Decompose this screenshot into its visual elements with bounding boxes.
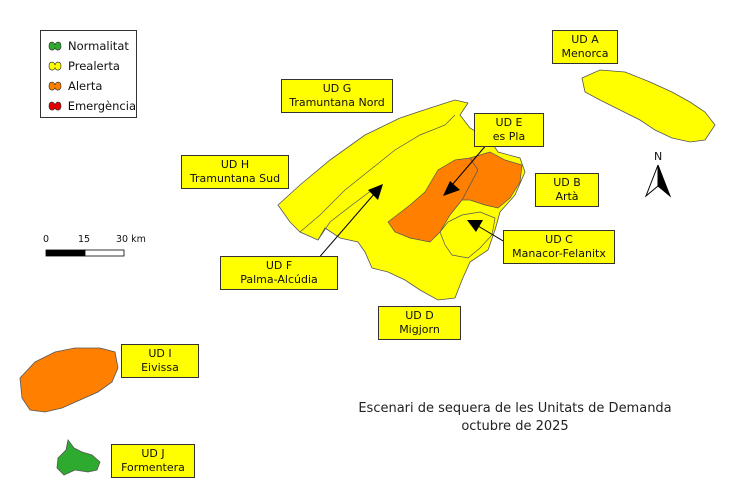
ud-b-name: Artà (555, 190, 579, 203)
ud-g-name: Tramuntana Nord (289, 96, 385, 109)
ud-a-name: Menorca (561, 47, 609, 60)
ud-e-arrowhead (443, 181, 460, 196)
scale-bar-black (45, 249, 86, 257)
legend-item: Emergència (47, 96, 136, 116)
legend-item: Normalitat (47, 36, 136, 56)
ud-d-name: Migjorn (399, 323, 440, 336)
ud-g-label: UD G Tramuntana Nord (281, 79, 393, 113)
ud-f-arrowhead (368, 184, 383, 200)
legend-item: Prealerta (47, 56, 136, 76)
ud-b-code: UD B (553, 176, 581, 189)
legend-label: Normalitat (68, 39, 129, 53)
legend-label: Prealerta (68, 59, 120, 73)
north-arrow-label: N (654, 150, 663, 163)
legend-swatch-icon (48, 61, 62, 71)
legend-label: Alerta (68, 79, 103, 93)
ud-f-code: UD F (265, 259, 293, 272)
formentera-island (56, 439, 101, 476)
ud-e-label: UD E es Pla (474, 113, 544, 147)
ud-a-label: UD A Menorca (552, 30, 618, 64)
north-arrow-left (644, 164, 659, 198)
ud-j-name: Formentera (121, 461, 185, 474)
ud-b-label: UD B Artà (535, 173, 599, 207)
legend: Normalitat Prealerta Alerta Emergència (40, 30, 137, 118)
ud-d-label: UD D Migjorn (378, 306, 461, 340)
ud-g-code: UD G (322, 82, 352, 95)
ud-h-boundary (317, 189, 373, 241)
eivissa-island (19, 347, 119, 413)
legend-label: Emergència (67, 99, 136, 113)
ud-f-name: Palma-Alcúdia (240, 273, 318, 286)
legend-swatch-icon (48, 41, 62, 51)
ud-h-name: Tramuntana Sud (189, 172, 281, 185)
scale-bar-white (84, 249, 125, 257)
ud-i-name: Eivissa (141, 361, 179, 374)
ud-h-label: UD H Tramuntana Sud (181, 155, 289, 189)
north-arrow-right (657, 164, 672, 198)
ud-f-label: UD F Palma-Alcúdia (220, 256, 338, 290)
ud-d-code: UD D (405, 309, 434, 322)
ud-e-name: es Pla (492, 130, 526, 143)
ud-h-code: UD H (220, 158, 250, 171)
ud-b-region (461, 151, 523, 209)
ud-g-boundary (299, 114, 456, 233)
ud-c-name: Manacor-Felanitx (512, 247, 606, 260)
map-title-line1: Escenari de sequera de les Unitats de De… (358, 401, 672, 416)
scale-tick-30: 30 km (116, 234, 146, 245)
legend-swatch-icon (48, 101, 62, 111)
ud-e-code: UD E (495, 116, 523, 129)
map-title-line2: octubre de 2025 (461, 419, 569, 434)
ud-c-code: UD C (545, 233, 573, 246)
ud-j-code: UD J (141, 447, 165, 460)
ud-c-arrowhead (467, 220, 483, 232)
ud-c-boundary (439, 211, 496, 259)
map-title: Escenari de sequera de les Unitats de De… (340, 400, 690, 436)
mallorca-island (277, 99, 526, 301)
scale-tick-0: 0 (43, 234, 50, 245)
legend-item: Alerta (47, 76, 136, 96)
ud-f-arrow-line (309, 192, 376, 269)
legend-swatch-icon (48, 81, 62, 91)
ud-e-arrow-line (451, 142, 489, 186)
ud-i-label: UD I Eivissa (121, 344, 199, 378)
ud-c-label: UD C Manacor-Felanitx (503, 230, 615, 264)
scale-tick-15: 15 (78, 234, 91, 245)
ud-i-code: UD I (148, 347, 172, 360)
menorca-island (581, 69, 716, 143)
ud-j-label: UD J Formentera (111, 444, 195, 478)
ud-a-code: UD A (571, 33, 599, 46)
